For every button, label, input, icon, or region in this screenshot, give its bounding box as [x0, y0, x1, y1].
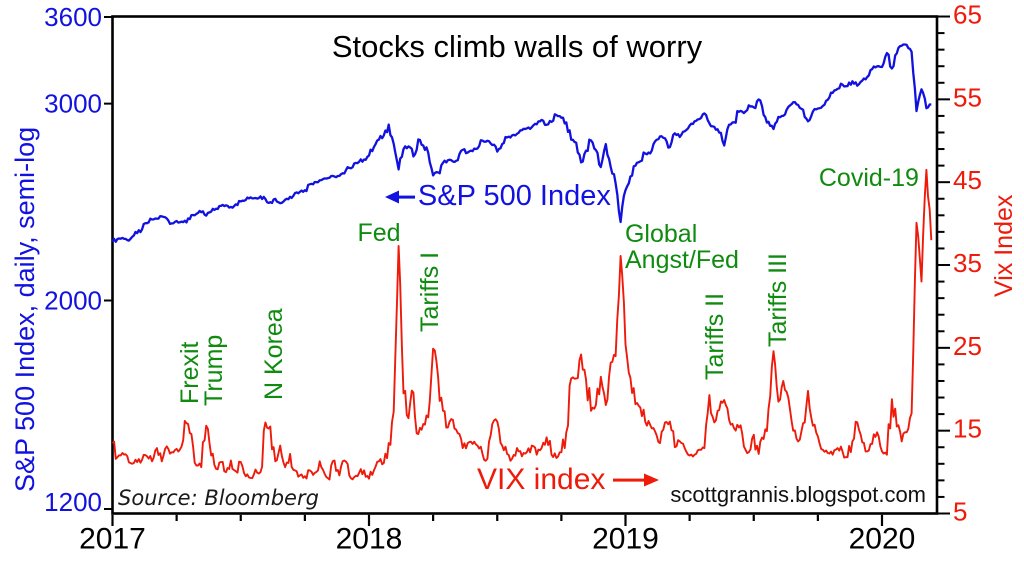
annotation-tariffs-iii: Tariffs III: [764, 252, 793, 347]
right-tick-label: 5: [953, 497, 967, 527]
plot-border: [111, 15, 939, 515]
annotation-tariffs-ii: Tariffs II: [701, 293, 730, 381]
left-arrow-icon: [384, 190, 415, 204]
right-tick-label: 25: [953, 331, 982, 361]
right-tick-label: 35: [953, 248, 982, 278]
annotation-fed: Fed: [357, 218, 401, 247]
left-tick-label: 3600: [44, 2, 102, 32]
annotation-global-angst-fed: Global Angst/Fed: [624, 220, 739, 275]
vix-line: [111, 168, 933, 481]
annotation-covid-19: Covid-19: [818, 164, 919, 193]
chart-title: Stocks climb walls of worry: [331, 29, 703, 64]
left-tick-label: 3000: [44, 89, 102, 119]
x-tick-label: 2018: [336, 523, 403, 556]
sp500-series-label: S&P 500 Index: [384, 180, 611, 213]
left-tick-label: 1200: [44, 487, 102, 517]
x-tick-label: 2019: [592, 523, 659, 556]
vix-series-label: VIX index: [476, 463, 660, 497]
right-arrow-icon: [613, 473, 660, 487]
annotation-n-korea: N Korea: [260, 308, 289, 401]
annotation-trump: Trump: [200, 334, 229, 406]
right-tick-label: 15: [953, 414, 982, 444]
x-tick-label: 2017: [79, 523, 146, 556]
vix-series-label-text: VIX index: [476, 463, 606, 497]
sp500-series-label-text: S&P 500 Index: [417, 180, 611, 213]
left-axis-title: S&P 500 Index, daily, semi-log: [10, 126, 40, 492]
left-tick-label: 2000: [44, 286, 102, 316]
right-tick-label: 65: [953, 0, 982, 30]
annotation-tariffs-i: Tariffs I: [416, 251, 445, 333]
sp500-line: [111, 43, 932, 243]
x-tick-label: 2020: [849, 523, 916, 556]
right-tick-label: 45: [953, 165, 982, 195]
right-tick-label: 55: [953, 82, 982, 112]
source-note: Source: Bloomberg: [118, 486, 319, 510]
watermark: scottgrannis.blogspot.com: [670, 482, 926, 507]
right-axis-title: Vix Index: [990, 194, 1018, 297]
